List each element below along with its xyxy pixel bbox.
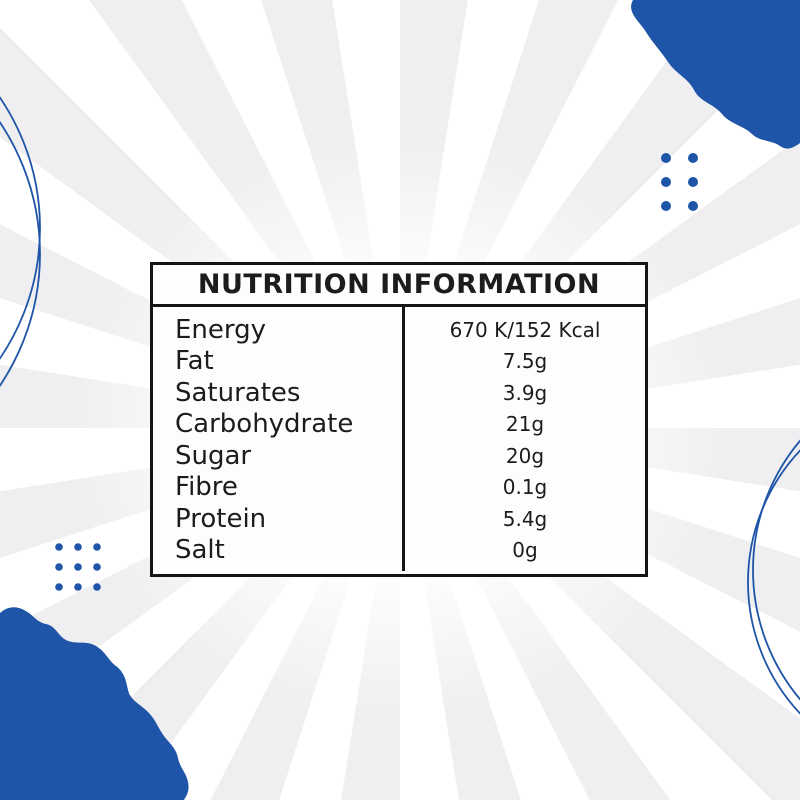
nutrient-value: 20g <box>505 443 545 468</box>
nutrient-label: Protein <box>175 503 267 534</box>
nutrition-table-title: NUTRITION INFORMATION <box>153 265 645 307</box>
nutrient-label: Carbohydrate <box>175 409 354 440</box>
nutrient-label: Energy <box>175 314 267 345</box>
nutrition-table: NUTRITION INFORMATION Energy Fat Saturat… <box>150 262 648 577</box>
nutrient-value: 5.4g <box>502 506 548 531</box>
nutrient-value-column: 670 K/152 Kcal 7.5g 3.9g 21g 20g 0.1g 5.… <box>402 307 645 571</box>
nutrient-value: 21g <box>505 412 545 437</box>
nutrient-value: 0.1g <box>502 475 548 500</box>
nutrient-value: 7.5g <box>502 349 548 374</box>
nutrient-value: 670 K/152 Kcal <box>449 317 601 342</box>
nutrition-table-body: Energy Fat Saturates Carbohydrate Sugar … <box>153 307 645 571</box>
nutrient-value: 3.9g <box>502 380 548 405</box>
nutrient-label: Salt <box>175 535 225 566</box>
nutrient-label: Fat <box>175 346 214 377</box>
nutrient-label-column: Energy Fat Saturates Carbohydrate Sugar … <box>153 314 402 571</box>
nutrient-label: Fibre <box>175 472 238 503</box>
nutrient-label: Sugar <box>175 440 252 471</box>
nutrient-value: 0g <box>512 538 538 563</box>
nutrient-label: Saturates <box>175 377 301 408</box>
